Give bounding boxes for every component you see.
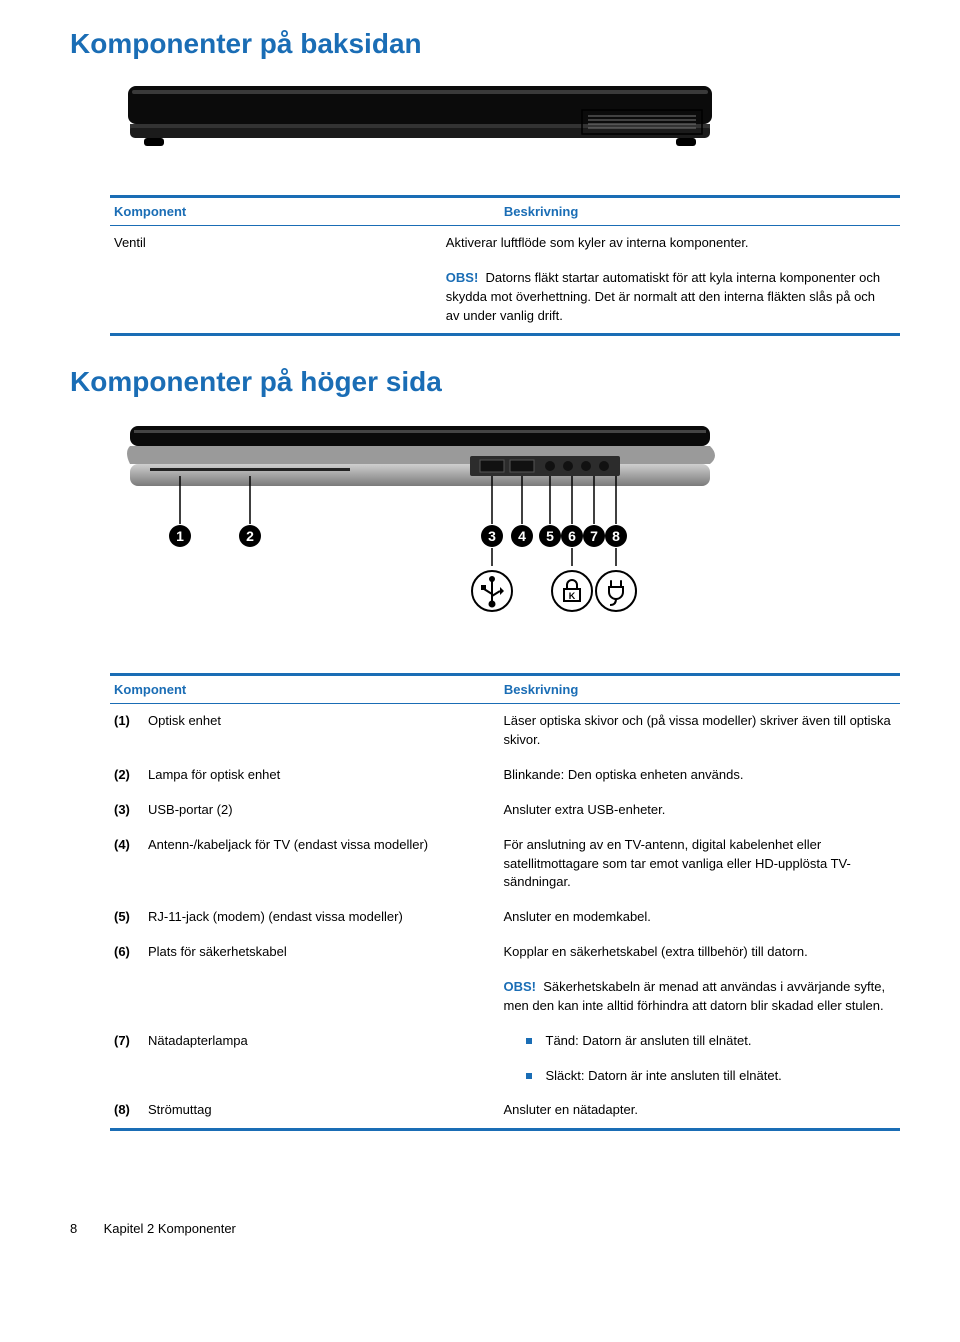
table2-row-4: (4) Antenn-/kabeljack för TV (endast vis… <box>110 828 900 901</box>
r5-name: RJ-11-jack (modem) (endast vissa modelle… <box>144 900 500 935</box>
usb-icon <box>472 571 512 611</box>
callout-2: 2 <box>239 525 261 547</box>
table1-row1-obs: OBS! Datorns fläkt startar automatiskt f… <box>110 261 900 334</box>
bullet-icon <box>526 1038 532 1044</box>
r8-desc: Ansluter en nätadapter. <box>500 1093 901 1128</box>
r7-b2-text: Släckt: Datorn är inte ansluten till eln… <box>546 1067 782 1086</box>
r5-idx: (5) <box>110 900 144 935</box>
r7-bullet2: Släckt: Datorn är inte ansluten till eln… <box>504 1067 893 1086</box>
callout-3: 3 <box>481 525 503 547</box>
table2-row-3: (3) USB-portar (2) Ansluter extra USB-en… <box>110 793 900 828</box>
r7-idx: (7) <box>110 1024 144 1059</box>
laptop-rear-image <box>110 78 900 173</box>
table1-header-row: Komponent Beskrivning <box>110 198 900 225</box>
chapter-label: Kapitel 2 Komponenter <box>104 1221 236 1236</box>
r4-idx: (4) <box>110 828 144 901</box>
callout-1: 1 <box>169 525 191 547</box>
table2-row-6-obs: OBS! Säkerhetskabeln är menad att använd… <box>110 970 900 1024</box>
callout-7: 7 <box>583 525 605 547</box>
svg-text:2: 2 <box>246 528 254 544</box>
section1-title: Komponenter på baksidan <box>70 28 900 60</box>
table1-col-component: Komponent <box>110 198 500 225</box>
bullet-icon <box>526 1073 532 1079</box>
svg-text:3: 3 <box>488 528 496 544</box>
section2-title: Komponenter på höger sida <box>70 366 900 398</box>
table2-row-7b: Släckt: Datorn är inte ansluten till eln… <box>110 1059 900 1094</box>
svg-text:5: 5 <box>546 528 554 544</box>
table2: Komponent Beskrivning (1) Optisk enhet L… <box>110 673 900 1131</box>
page-number: 8 <box>70 1221 100 1236</box>
svg-text:K: K <box>569 591 576 601</box>
r3-desc: Ansluter extra USB-enheter. <box>500 793 901 828</box>
r1-idx: (1) <box>110 704 144 758</box>
r2-idx: (2) <box>110 758 144 793</box>
table1: Komponent Beskrivning Ventil Aktiverar l… <box>110 195 900 336</box>
r7-b1-text: Tänd: Datorn är ansluten till elnätet. <box>546 1032 752 1051</box>
page-footer: 8 Kapitel 2 Komponenter <box>70 1221 900 1236</box>
r8-idx: (8) <box>110 1093 144 1128</box>
callout-5: 5 <box>539 525 561 547</box>
table1-col-desc: Beskrivning <box>500 198 900 225</box>
table2-row-8: (8) Strömuttag Ansluter en nätadapter. <box>110 1093 900 1128</box>
r1-name: Optisk enhet <box>144 704 500 758</box>
table2-row-1: (1) Optisk enhet Läser optiska skivor oc… <box>110 704 900 758</box>
svg-text:6: 6 <box>568 528 576 544</box>
table1-row1-desc: Aktiverar luftflöde som kyler av interna… <box>442 226 900 261</box>
obs-label: OBS! <box>446 270 479 285</box>
r6-obs-text: Säkerhetskabeln är menad att användas i … <box>504 979 886 1013</box>
obs-text: Datorns fläkt startar automatiskt för at… <box>446 270 880 323</box>
laptop-right-image: 1 2 3 4 5 6 7 8 K <box>110 416 900 651</box>
r4-name: Antenn-/kabeljack för TV (endast vissa m… <box>144 828 500 901</box>
table2-header-row: Komponent Beskrivning <box>110 676 900 703</box>
r8-name: Strömuttag <box>144 1093 500 1128</box>
table1-row1-name: Ventil <box>110 226 442 261</box>
table2-row-2: (2) Lampa för optisk enhet Blinkande: De… <box>110 758 900 793</box>
table2-col-desc: Beskrivning <box>500 676 900 703</box>
table2-row-7a: (7) Nätadapterlampa Tänd: Datorn är ansl… <box>110 1024 900 1059</box>
table1-row1: Ventil Aktiverar luftflöde som kyler av … <box>110 226 900 261</box>
r3-idx: (3) <box>110 793 144 828</box>
table2-col-component: Komponent <box>110 676 500 703</box>
r5-desc: Ansluter en modemkabel. <box>500 900 901 935</box>
svg-text:4: 4 <box>518 528 526 544</box>
r6-desc: Kopplar en säkerhetskabel (extra tillbeh… <box>500 935 901 970</box>
power-plug-icon <box>596 571 636 611</box>
r1-desc: Läser optiska skivor och (på vissa model… <box>500 704 901 758</box>
svg-text:8: 8 <box>612 528 620 544</box>
callout-4: 4 <box>511 525 533 547</box>
callout-8: 8 <box>605 525 627 547</box>
r3-name: USB-portar (2) <box>144 793 500 828</box>
callout-6: 6 <box>561 525 583 547</box>
r2-desc: Blinkande: Den optiska enheten används. <box>500 758 901 793</box>
table2-row-5: (5) RJ-11-jack (modem) (endast vissa mod… <box>110 900 900 935</box>
table2-row-6: (6) Plats för säkerhetskabel Kopplar en … <box>110 935 900 970</box>
r6-obs-label: OBS! <box>504 979 537 994</box>
lock-icon: K <box>552 571 592 611</box>
r2-name: Lampa för optisk enhet <box>144 758 500 793</box>
svg-text:1: 1 <box>176 528 184 544</box>
svg-text:7: 7 <box>590 528 598 544</box>
r6-name: Plats för säkerhetskabel <box>144 935 500 970</box>
r4-desc: För anslutning av en TV-antenn, digital … <box>500 828 901 901</box>
r7-name: Nätadapterlampa <box>144 1024 500 1059</box>
r6-idx: (6) <box>110 935 144 970</box>
r7-bullet1: Tänd: Datorn är ansluten till elnätet. <box>504 1032 893 1051</box>
